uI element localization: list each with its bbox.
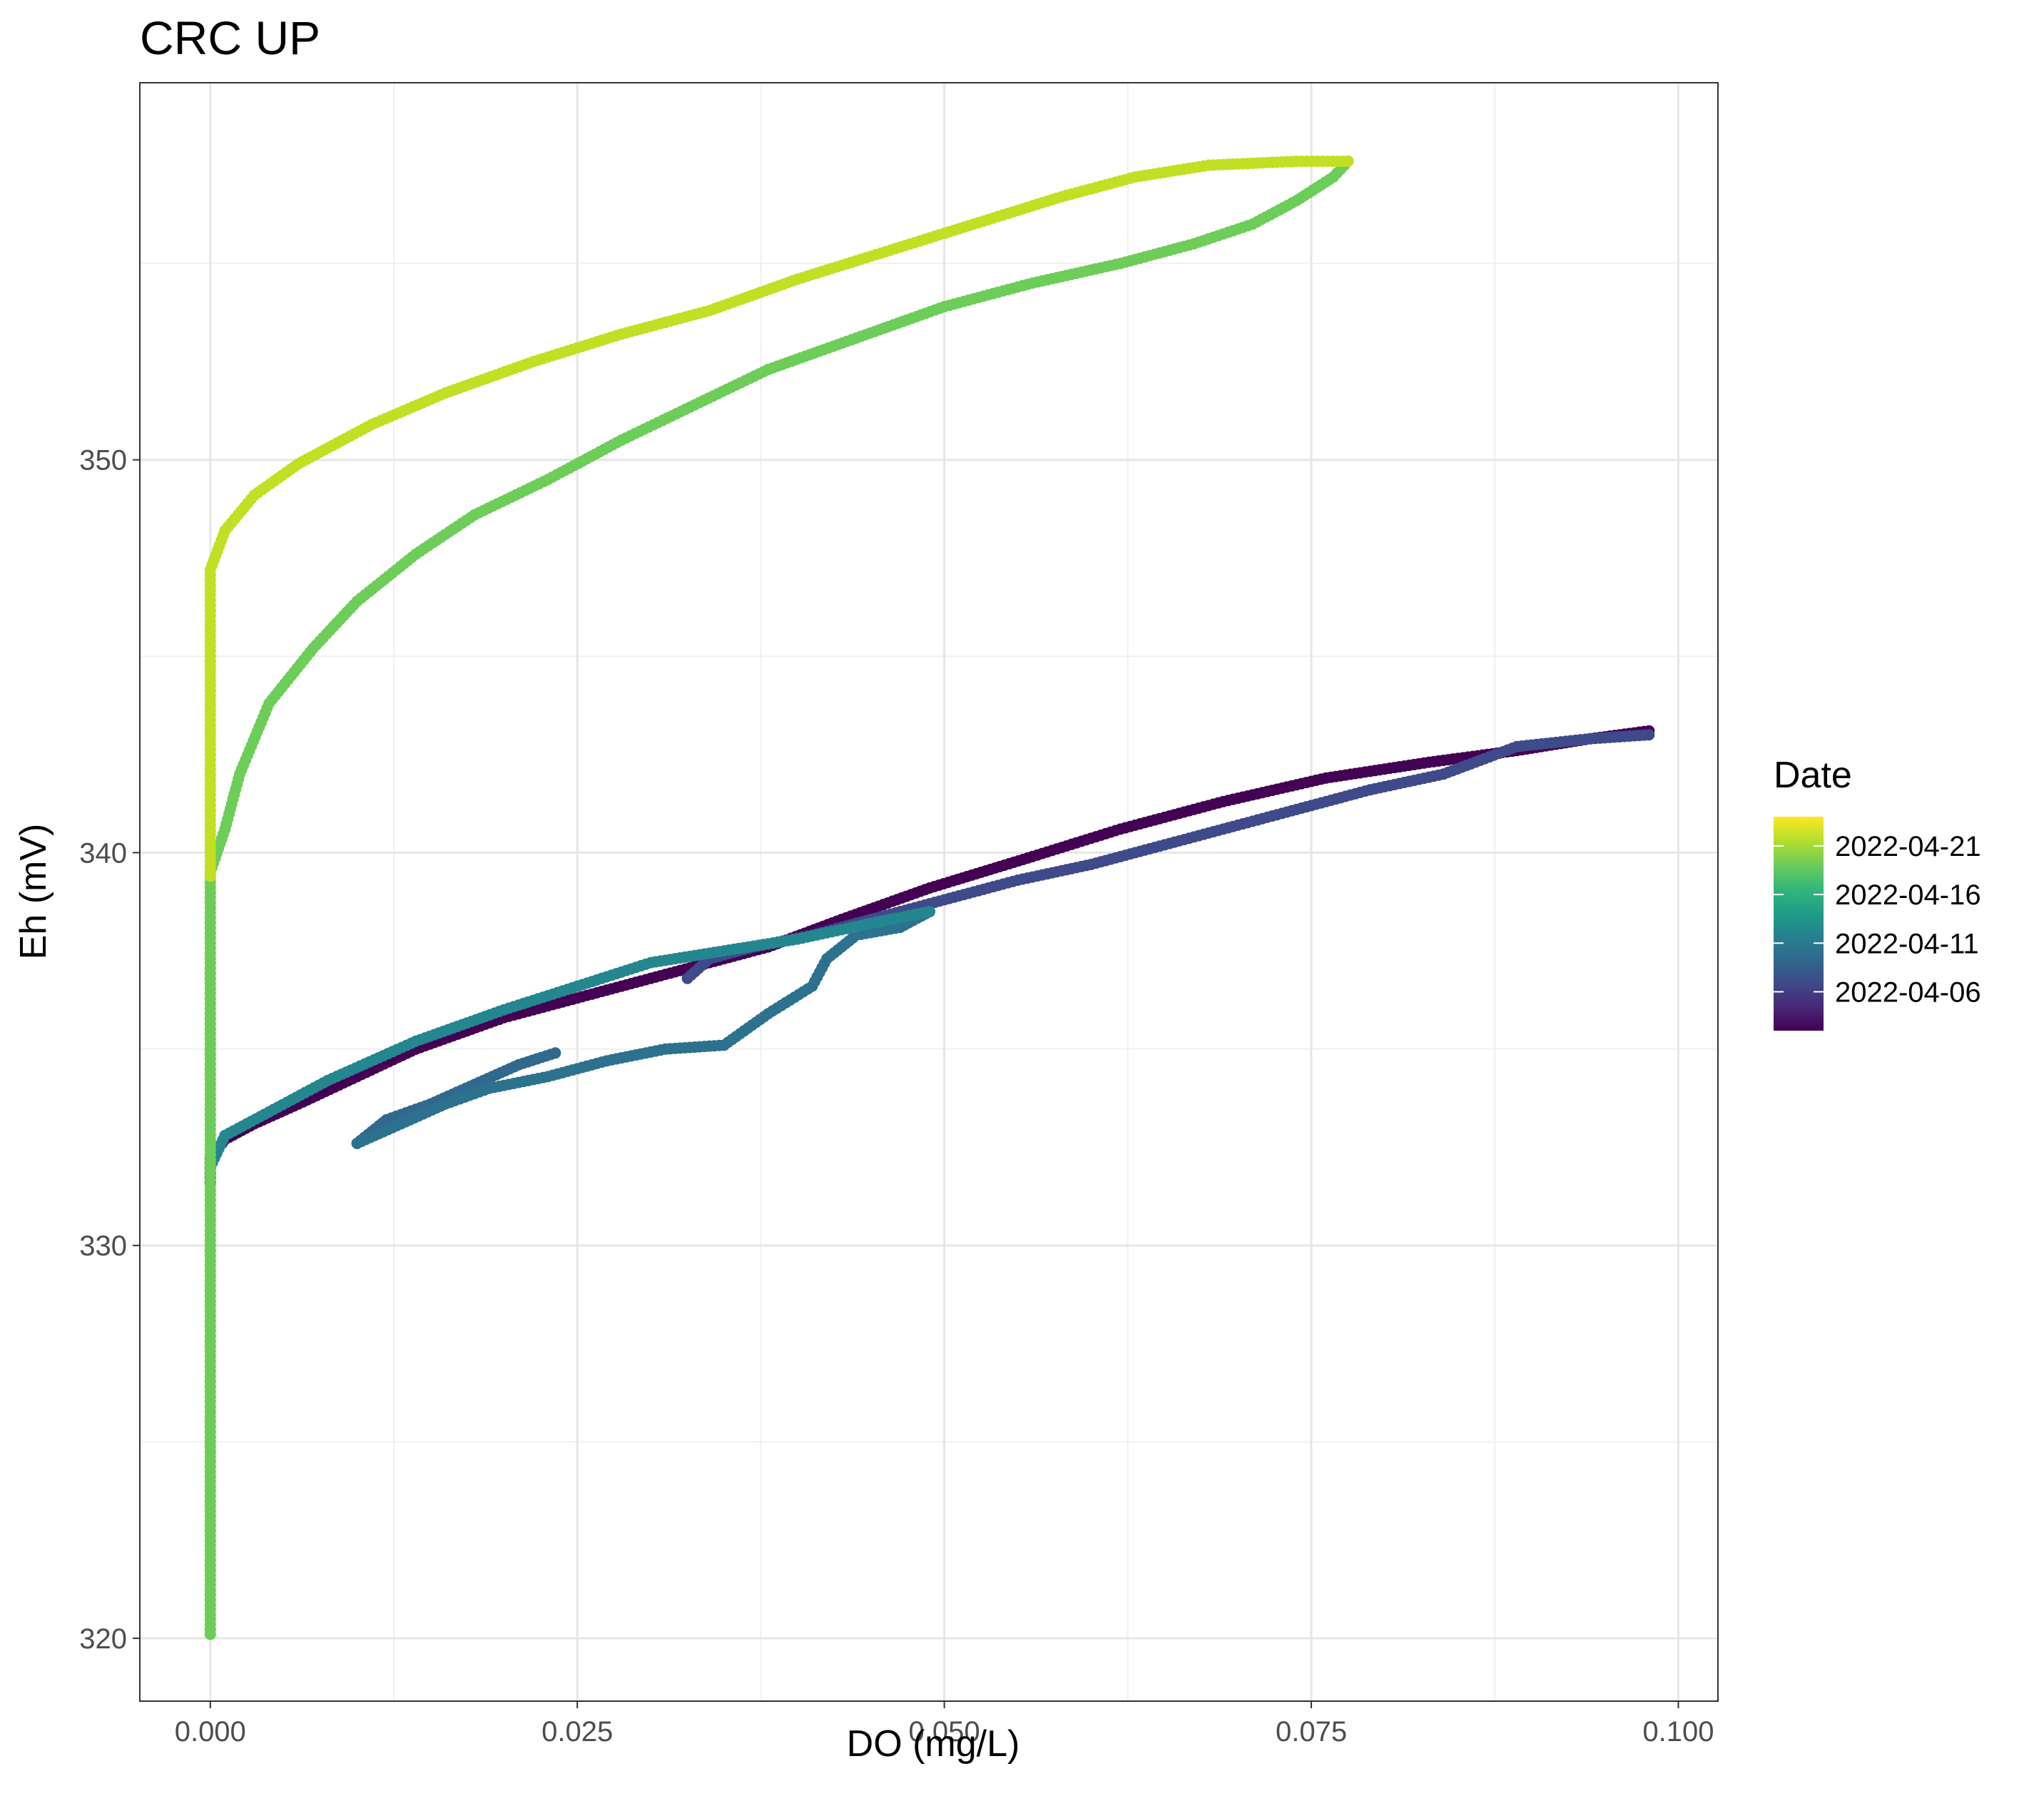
y-tick-label: 350 [79, 445, 127, 476]
x-tick-label: 0.050 [909, 1716, 980, 1748]
y-axis-title: Eh (mV) [13, 824, 54, 960]
legend-title: Date [1774, 755, 1852, 796]
x-axis-title: DO (mg/L) [847, 1723, 1020, 1765]
legend-label: 2022-04-21 [1835, 831, 1981, 862]
y-tick-label: 340 [79, 837, 127, 869]
plot-panel-border [139, 82, 1719, 1702]
x-tick-label: 0.075 [1276, 1716, 1347, 1748]
chart-title: CRC UP [140, 11, 320, 64]
legend-ticks: 2022-04-21 2022-04-16 2022-04-11 2022-04-06 [1774, 831, 1981, 1008]
legend-label: 2022-04-16 [1835, 879, 1981, 911]
x-tick-label: 0.100 [1642, 1716, 1714, 1748]
legend-colorbar [1774, 817, 1824, 1031]
x-tick-label: 0.025 [541, 1716, 613, 1748]
y-tick-label: 330 [79, 1230, 127, 1262]
x-tick-label: 0.000 [175, 1716, 246, 1748]
y-tick-label: 320 [79, 1623, 127, 1655]
x-axis-ticks: 0.000 0.025 0.050 0.075 0.100 [175, 1701, 1714, 1748]
data-point [681, 972, 693, 984]
legend: Date 2022-04-212022-04-162022-04-112022-… [1774, 755, 1981, 1031]
legend-label: 2022-04-06 [1835, 976, 1981, 1008]
data-points [204, 155, 1655, 1641]
data-point [204, 870, 216, 882]
legend-label: 2022-04-11 [1835, 928, 1979, 959]
y-axis-ticks: 320 330 340 350 [79, 445, 140, 1655]
